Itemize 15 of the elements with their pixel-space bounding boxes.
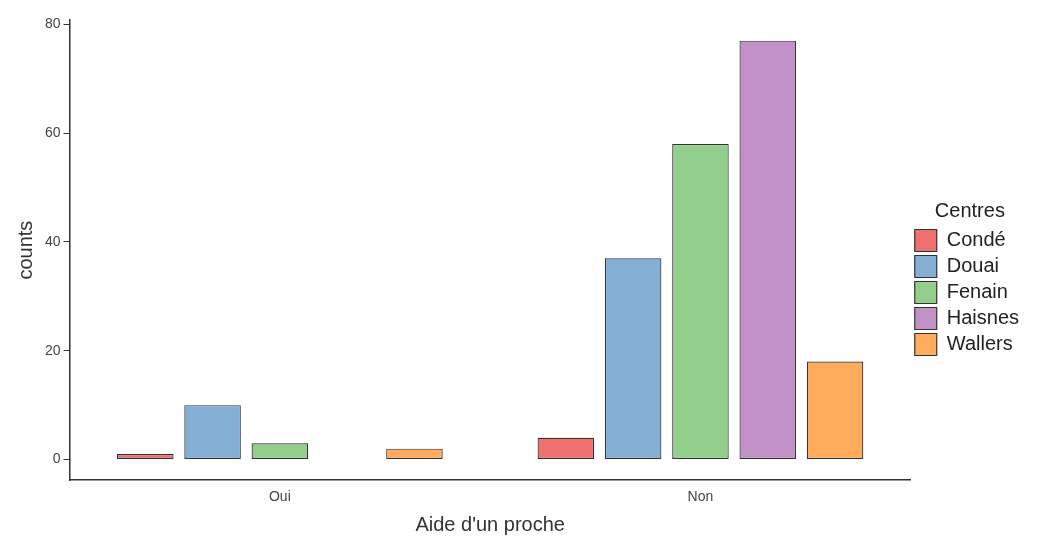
x-axis-title: Aide d'un proche xyxy=(415,512,565,535)
legend-label: Wallers xyxy=(946,332,1013,355)
legend-label: Haisnes xyxy=(946,306,1020,329)
legend-label: Condé xyxy=(946,228,1006,251)
legend-label: Fenain xyxy=(946,280,1008,303)
y-tick-label: 20 xyxy=(44,341,61,358)
legend-title: Centres xyxy=(934,199,1005,222)
legend-label: Douai xyxy=(946,254,1000,277)
x-tick-label: Non xyxy=(687,488,714,505)
y-tick-label: 60 xyxy=(44,124,61,141)
y-axis-title: counts xyxy=(13,220,36,280)
y-tick-label: 80 xyxy=(44,15,61,32)
y-tick-label: 0 xyxy=(52,450,61,467)
x-tick-label: Oui xyxy=(268,488,291,505)
y-tick-label: 40 xyxy=(44,232,61,249)
